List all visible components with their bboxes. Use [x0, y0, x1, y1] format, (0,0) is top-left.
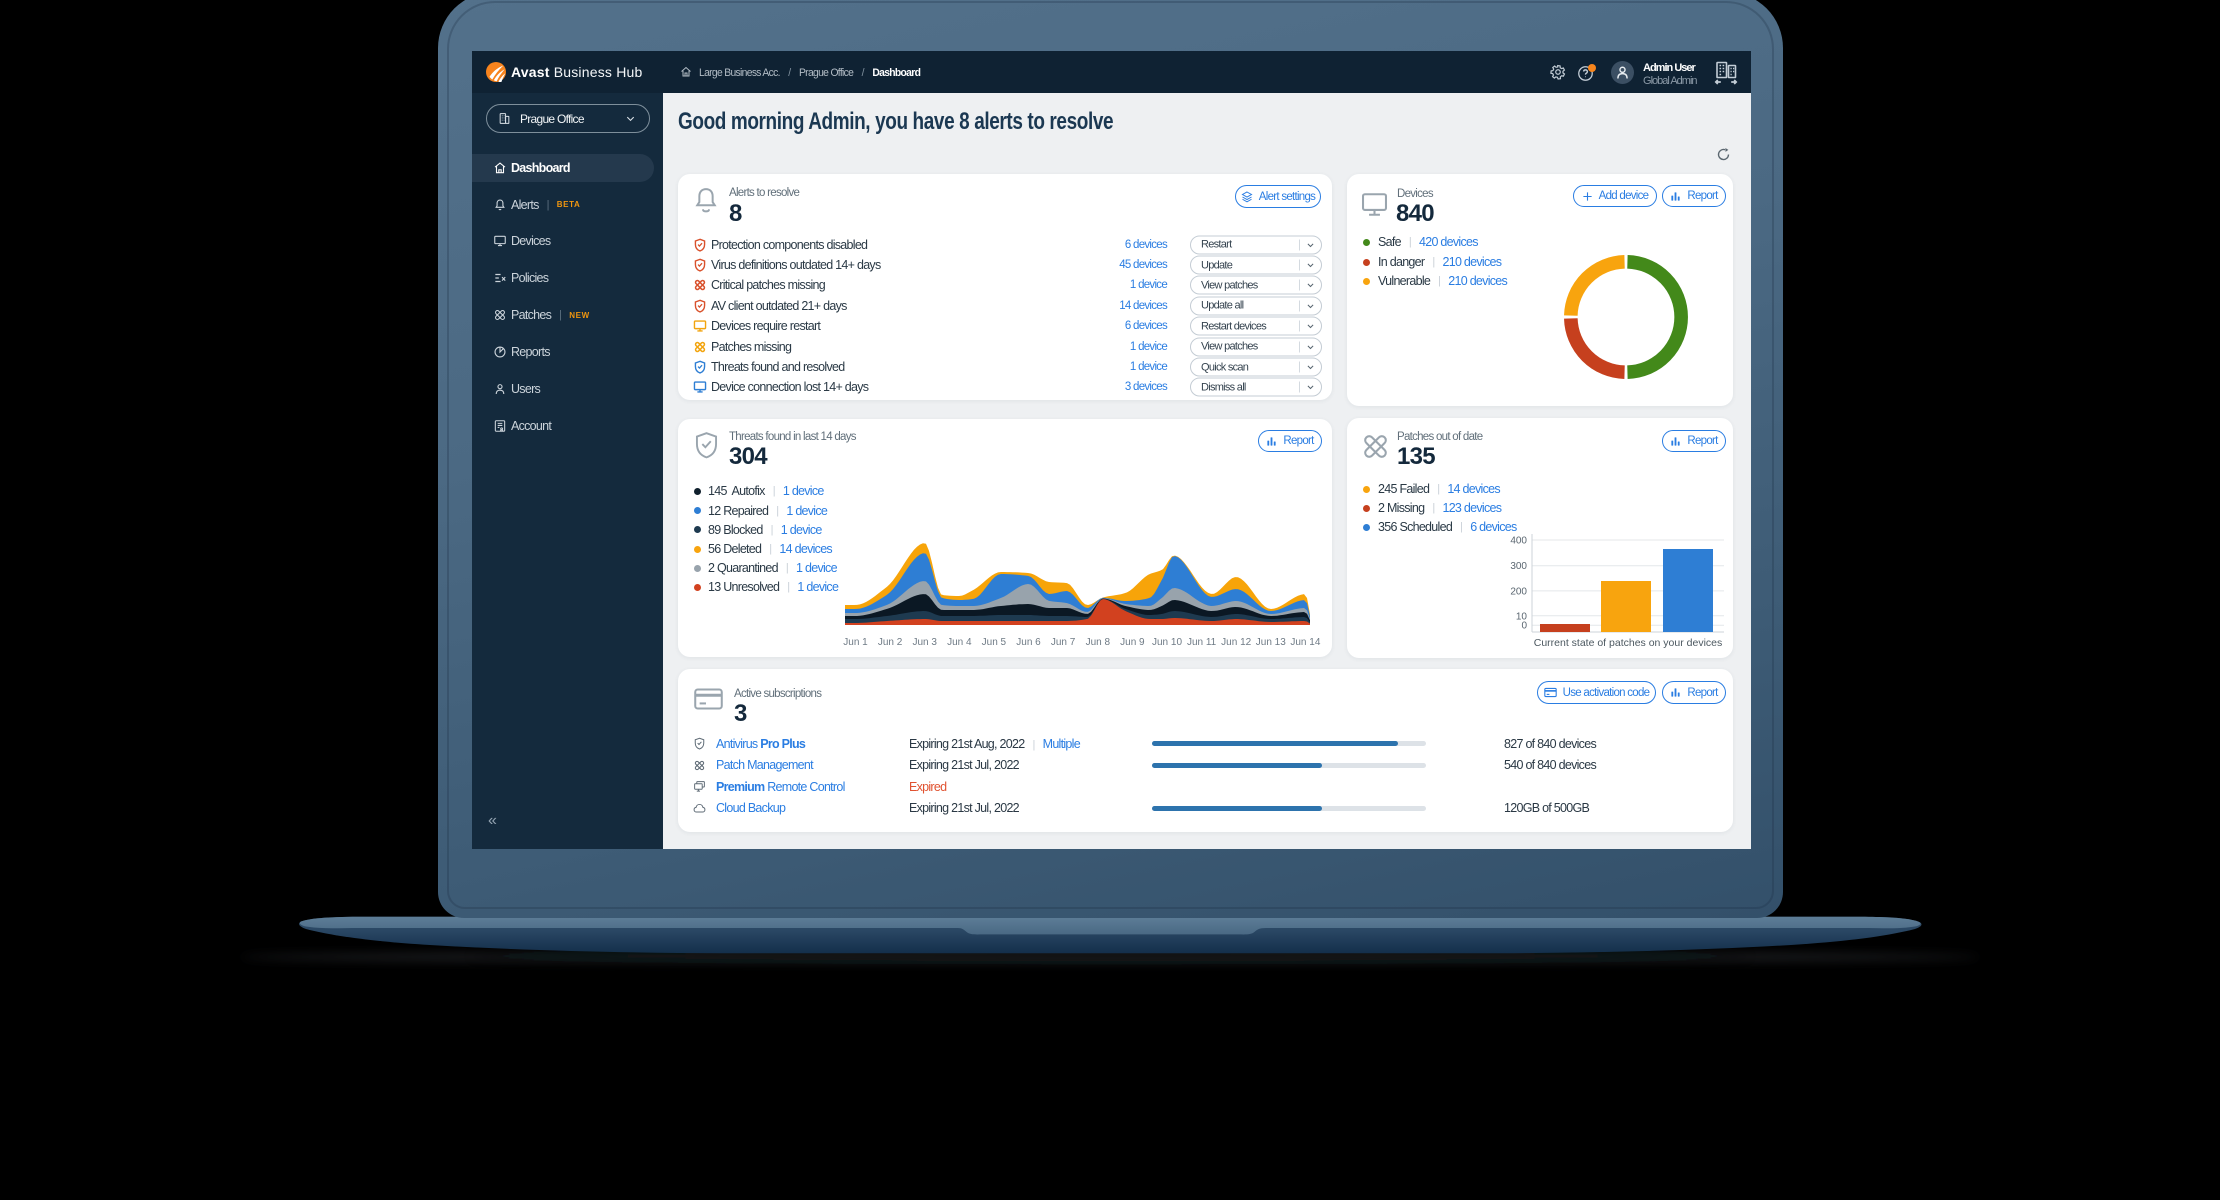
svg-text:Jun 12: Jun 12: [1221, 637, 1251, 648]
svg-text:Jun 10: Jun 10: [1152, 637, 1182, 648]
svg-text:Jun 4: Jun 4: [947, 637, 972, 648]
svg-text:Jun 8: Jun 8: [1086, 637, 1111, 648]
svg-text:Jun 6: Jun 6: [1016, 637, 1041, 648]
svg-text:Jun 2: Jun 2: [878, 637, 903, 648]
svg-text:Jun 5: Jun 5: [982, 637, 1007, 648]
svg-text:Jun 3: Jun 3: [912, 637, 937, 648]
svg-text:300: 300: [1510, 561, 1527, 572]
svg-text:0: 0: [1521, 621, 1527, 632]
svg-text:Jun 9: Jun 9: [1120, 637, 1145, 648]
svg-text:400: 400: [1510, 536, 1527, 547]
svg-text:200: 200: [1510, 586, 1527, 597]
svg-text:Jun 14: Jun 14: [1290, 637, 1320, 648]
svg-text:Jun 1: Jun 1: [843, 637, 868, 648]
svg-text:Jun 13: Jun 13: [1256, 637, 1286, 648]
svg-text:Jun 11: Jun 11: [1187, 637, 1217, 648]
svg-text:10: 10: [1516, 611, 1528, 622]
svg-text:Current state of patches on yo: Current state of patches on your devices: [1534, 637, 1723, 649]
svg-text:Jun 7: Jun 7: [1051, 637, 1076, 648]
